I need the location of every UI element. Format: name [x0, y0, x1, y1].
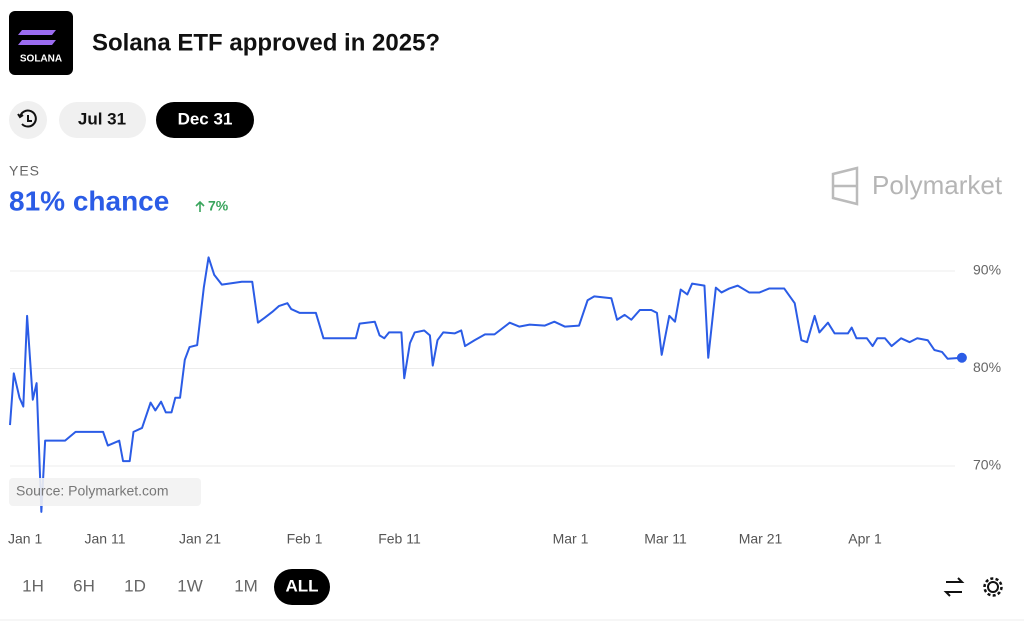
swap-icon[interactable] — [943, 577, 965, 597]
plot: 70% 80% 90% Jan 1 Jan 11 Jan 21 Feb 1 Feb 11 Mar… — [8, 256, 1001, 547]
market-title: Solana ETF approved in 2025? — [92, 29, 440, 56]
y-tick-label: 70% — [973, 457, 1001, 473]
history-icon — [17, 109, 37, 128]
price-line — [9, 256, 962, 513]
x-tick-label: Feb 11 — [378, 531, 421, 547]
range-tab[interactable]: 1W — [177, 576, 203, 595]
logo-mark — [18, 30, 56, 45]
outcome-chance: 81% chance — [9, 185, 169, 216]
x-tick-label: Jan 1 — [8, 531, 42, 547]
range-tab-active[interactable] — [274, 569, 330, 605]
x-tick-label: Jan 21 — [179, 531, 221, 547]
last-point — [956, 352, 967, 363]
x-tick-label: Apr 1 — [848, 531, 882, 547]
range-tab[interactable]: 6H — [73, 576, 95, 595]
date-tab-label: Dec 31 — [178, 109, 233, 128]
x-tick-label: Jan 11 — [85, 531, 126, 547]
range-tab[interactable]: 1H — [22, 576, 44, 595]
range-tab[interactable]: ALL — [285, 576, 318, 595]
x-tick-label: Mar 1 — [553, 531, 589, 547]
source-box — [9, 478, 201, 506]
y-tick-label: 80% — [973, 359, 1001, 375]
settings-icon[interactable] — [987, 581, 999, 593]
source: Source: Polymarket.com — [16, 483, 169, 499]
brand-icon — [831, 166, 859, 206]
range-tabs: 1H 6H 1D 1W 1M ALL — [22, 569, 330, 605]
settings-icon-teeth — [983, 577, 1003, 597]
logo-text: SOLANA — [20, 54, 62, 65]
outcome-change: 7% — [208, 198, 229, 214]
x-tick-label: Mar 11 — [644, 531, 687, 547]
date-tab[interactable] — [59, 102, 146, 138]
date-tab-active[interactable] — [156, 102, 254, 138]
range-tab[interactable]: 1D — [124, 576, 146, 595]
outcome-label: YES — [9, 163, 40, 179]
brand: Polymarket — [872, 170, 1003, 200]
range-tab[interactable]: 1M — [234, 576, 258, 595]
date-tab-label: Jul 31 — [78, 109, 126, 128]
y-tick-label: 90% — [973, 262, 1001, 278]
x-tick-label: Feb 1 — [287, 531, 323, 547]
x-tick-label: Mar 21 — [739, 531, 783, 547]
change-arrow — [195, 200, 205, 212]
